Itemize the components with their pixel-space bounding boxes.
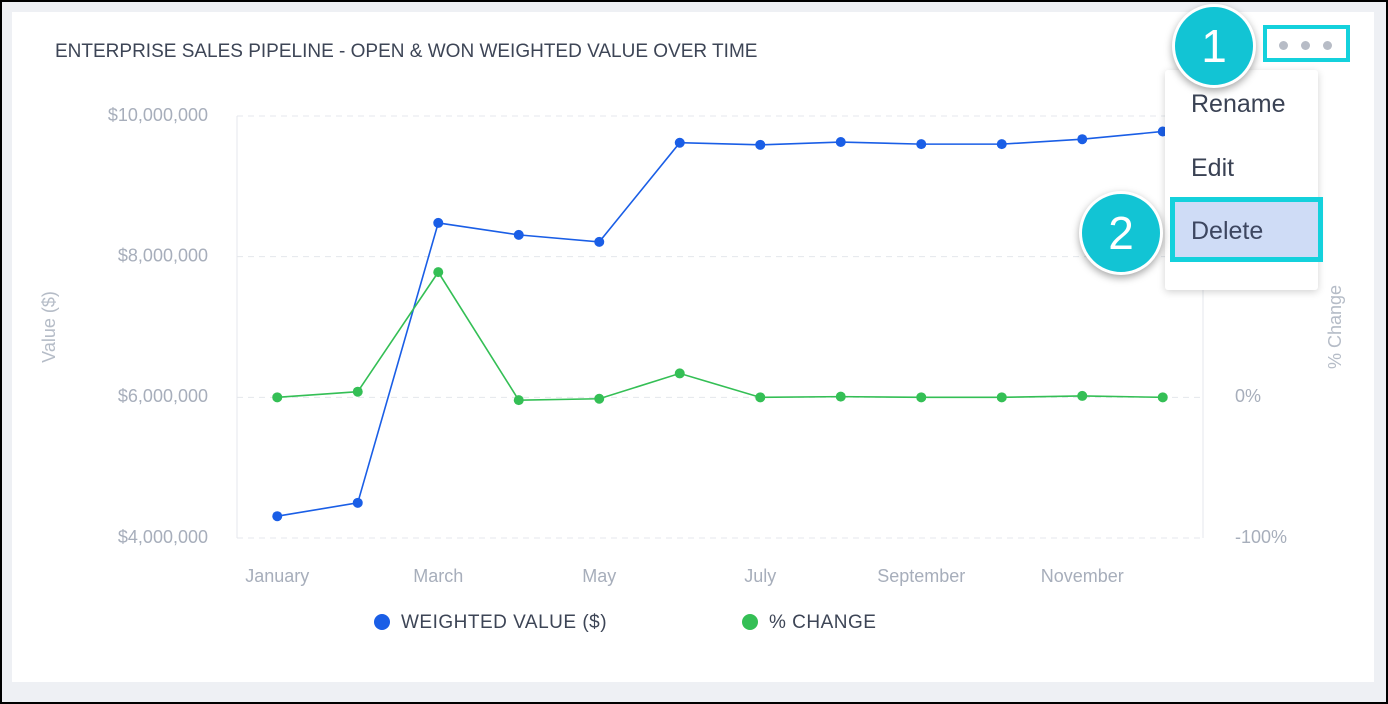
data-point (352, 386, 363, 397)
data-point (916, 392, 927, 403)
y-axis-title: Value ($) (39, 291, 59, 363)
y-tick-label: $6,000,000 (118, 386, 208, 406)
menu-item[interactable]: Rename (1191, 90, 1286, 118)
x-tick-label: September (877, 566, 965, 586)
x-tick-label: January (245, 566, 309, 586)
data-point (352, 497, 363, 508)
data-point (513, 395, 524, 406)
data-point (916, 139, 927, 150)
y2-tick-label: 0% (1235, 386, 1261, 406)
y-tick-label: $10,000,000 (108, 105, 208, 125)
x-tick-label: July (744, 566, 776, 586)
x-tick-label: May (582, 566, 616, 586)
data-point (272, 511, 283, 522)
legend-label: % CHANGE (769, 612, 876, 633)
legend-marker (742, 614, 758, 630)
data-point (594, 236, 605, 247)
data-point (996, 392, 1007, 403)
menu-item[interactable]: Edit (1191, 154, 1235, 182)
data-point (513, 229, 524, 240)
data-point (272, 392, 283, 403)
data-point (433, 217, 444, 228)
data-point (433, 267, 444, 278)
data-point (755, 392, 766, 403)
highlight-box (1170, 197, 1323, 262)
more-options-button[interactable] (1263, 25, 1350, 62)
y-tick-label: $4,000,000 (118, 527, 208, 547)
step-badge: 2 (1079, 191, 1163, 275)
data-point (996, 139, 1007, 150)
data-point (1077, 134, 1088, 145)
data-point (755, 139, 766, 150)
legend-marker (374, 614, 390, 630)
data-point (674, 368, 685, 379)
data-point (835, 137, 846, 148)
x-tick-label: November (1041, 566, 1124, 586)
data-point (594, 393, 605, 404)
menu-item[interactable]: Delete (1191, 217, 1264, 245)
y-tick-label: $8,000,000 (118, 245, 208, 265)
data-point (1077, 390, 1088, 401)
series-line (277, 130, 1163, 517)
y2-tick-label: -100% (1235, 527, 1287, 547)
y2-axis-title: % Change (1325, 285, 1345, 369)
series-line (277, 270, 1163, 401)
data-point (674, 137, 685, 148)
step-badge: 1 (1172, 4, 1256, 88)
chart-title: ENTERPRISE SALES PIPELINE - OPEN & WON W… (55, 41, 757, 62)
legend-label: WEIGHTED VALUE ($) (401, 612, 607, 633)
chart-card (12, 12, 1374, 682)
data-point (1157, 392, 1168, 403)
data-point (835, 391, 846, 402)
x-tick-label: March (413, 566, 463, 586)
